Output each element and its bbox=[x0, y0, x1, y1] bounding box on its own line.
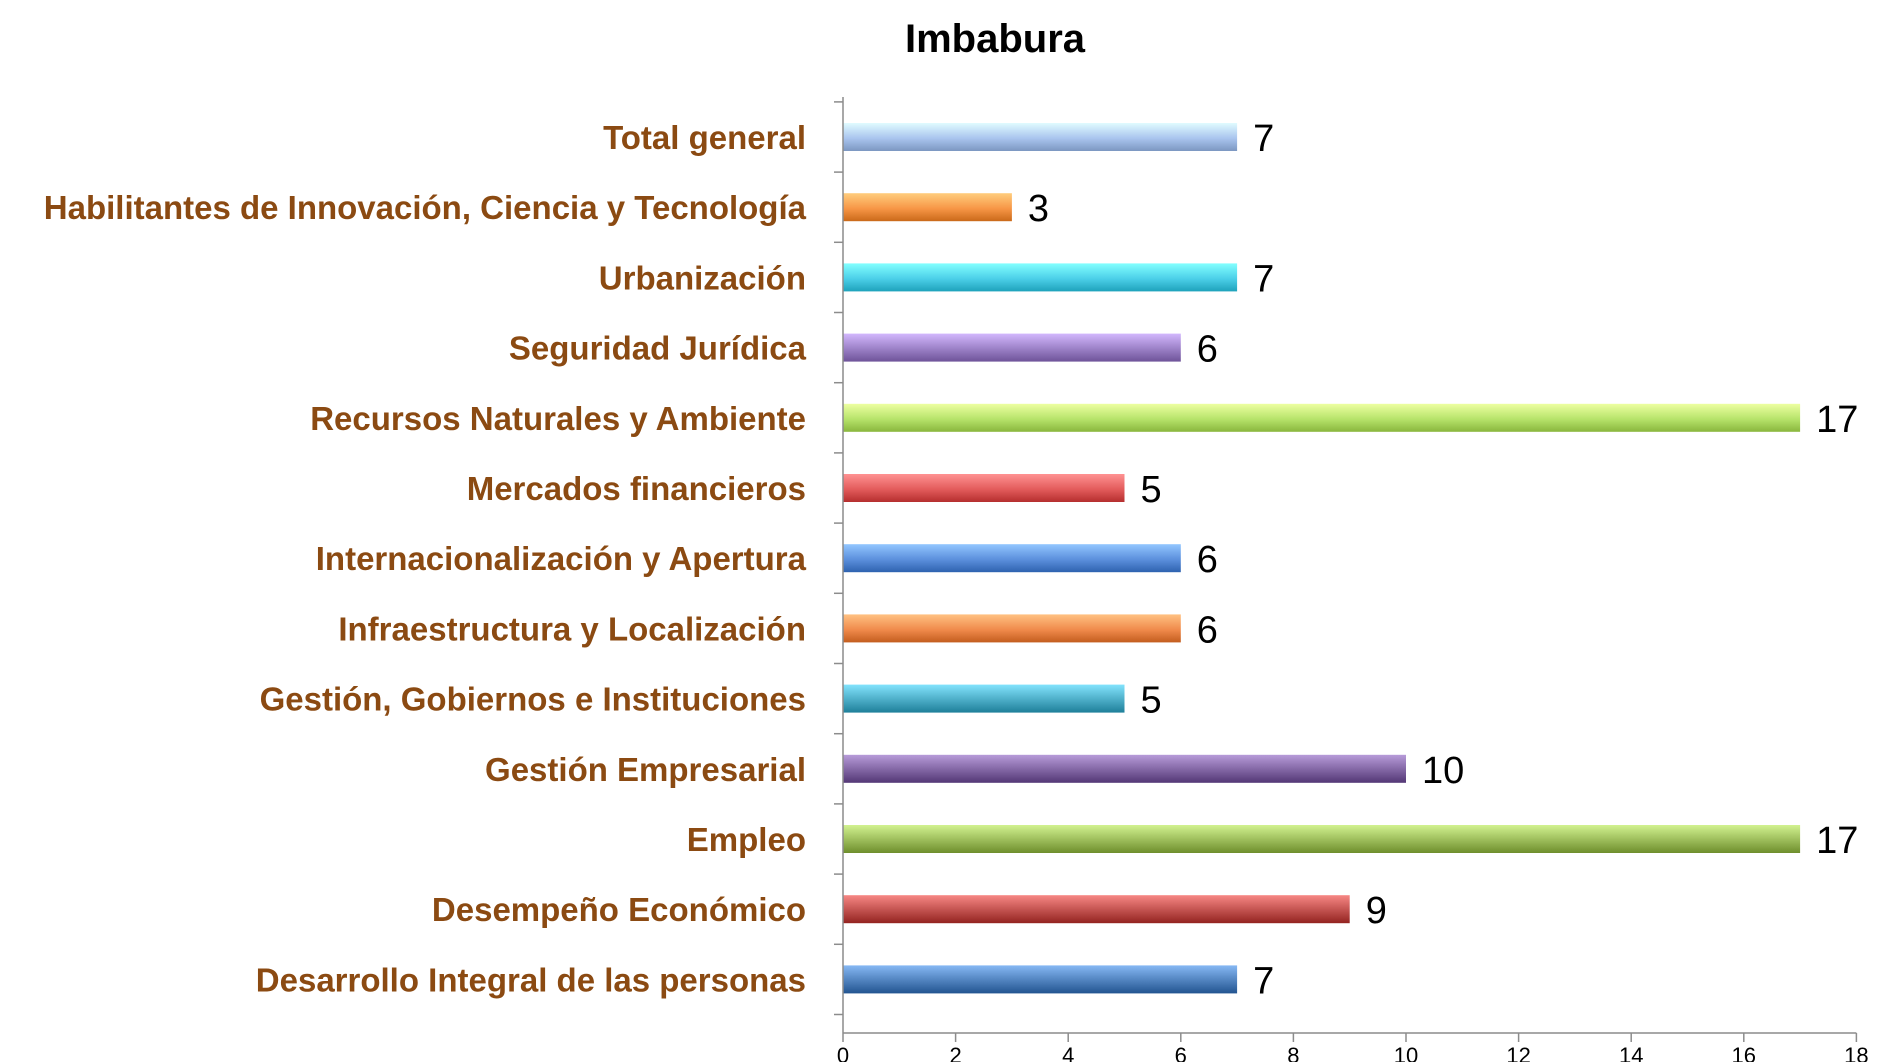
category-label-5: Mercados financieros bbox=[467, 470, 806, 507]
value-label-2: 7 bbox=[1253, 258, 1274, 300]
bar-10 bbox=[843, 825, 1801, 853]
bar-9 bbox=[843, 754, 1406, 783]
bar-0 bbox=[843, 123, 1238, 151]
x-tick-label-5: 10 bbox=[1394, 1043, 1418, 1062]
category-labels: Total general Habilitantes de Innovación,… bbox=[44, 119, 807, 998]
value-label-5: 5 bbox=[1141, 469, 1162, 511]
bar-8 bbox=[843, 684, 1125, 713]
value-label-1: 3 bbox=[1028, 188, 1049, 230]
bar-5 bbox=[843, 474, 1125, 502]
value-label-0: 7 bbox=[1253, 118, 1274, 160]
category-label-8: Gestión, Gobiernos e Instituciones bbox=[260, 681, 806, 718]
bar-1 bbox=[843, 193, 1012, 222]
x-tick-label-3: 6 bbox=[1175, 1043, 1187, 1062]
x-tick-label-0: 0 bbox=[837, 1043, 849, 1062]
bar-4 bbox=[843, 403, 1801, 432]
category-label-2: Urbanización bbox=[599, 259, 806, 296]
category-label-12: Desarrollo Integral de las personas bbox=[256, 961, 806, 998]
category-label-1: Habilitantes de Innovación, Ciencia y Te… bbox=[44, 189, 807, 226]
value-label-6: 6 bbox=[1197, 539, 1218, 581]
x-tick-label-2: 4 bbox=[1062, 1043, 1074, 1062]
chart-title: Imbabura bbox=[905, 17, 1086, 61]
category-label-0: Total general bbox=[603, 119, 806, 156]
x-tick-label-7: 14 bbox=[1619, 1043, 1643, 1062]
category-label-10: Empleo bbox=[687, 821, 806, 858]
category-label-9: Gestión Empresarial bbox=[485, 751, 806, 788]
bar-7 bbox=[843, 614, 1181, 643]
value-label-10: 17 bbox=[1816, 820, 1858, 862]
value-label-4: 17 bbox=[1816, 399, 1858, 441]
value-label-3: 6 bbox=[1197, 329, 1218, 371]
bar-12 bbox=[843, 965, 1238, 994]
category-label-3: Seguridad Jurídica bbox=[509, 330, 807, 367]
value-label-11: 9 bbox=[1366, 890, 1387, 932]
category-label-11: Desempeño Económico bbox=[432, 891, 806, 928]
value-label-9: 10 bbox=[1422, 750, 1464, 792]
x-tick-label-9: 18 bbox=[1844, 1043, 1868, 1062]
category-label-6: Internacionalización y Apertura bbox=[316, 540, 807, 577]
value-label-7: 6 bbox=[1197, 609, 1218, 651]
bars-group bbox=[843, 123, 1801, 994]
x-tick-label-4: 8 bbox=[1287, 1043, 1299, 1062]
x-tick-label-1: 2 bbox=[949, 1043, 961, 1062]
x-tick-label-8: 16 bbox=[1732, 1043, 1756, 1062]
bar-3 bbox=[843, 333, 1181, 362]
value-label-8: 5 bbox=[1141, 680, 1162, 722]
bar-11 bbox=[843, 895, 1350, 924]
value-label-12: 7 bbox=[1253, 960, 1274, 1002]
category-label-4: Recursos Naturales y Ambiente bbox=[310, 400, 806, 437]
axes: 0 2 4 6 8 10 12 14 16 18 bbox=[834, 97, 1869, 1062]
x-tick-label-6: 12 bbox=[1506, 1043, 1530, 1062]
category-label-7: Infraestructura y Localización bbox=[338, 610, 806, 647]
bar-2 bbox=[843, 263, 1238, 292]
bar-6 bbox=[843, 544, 1181, 573]
